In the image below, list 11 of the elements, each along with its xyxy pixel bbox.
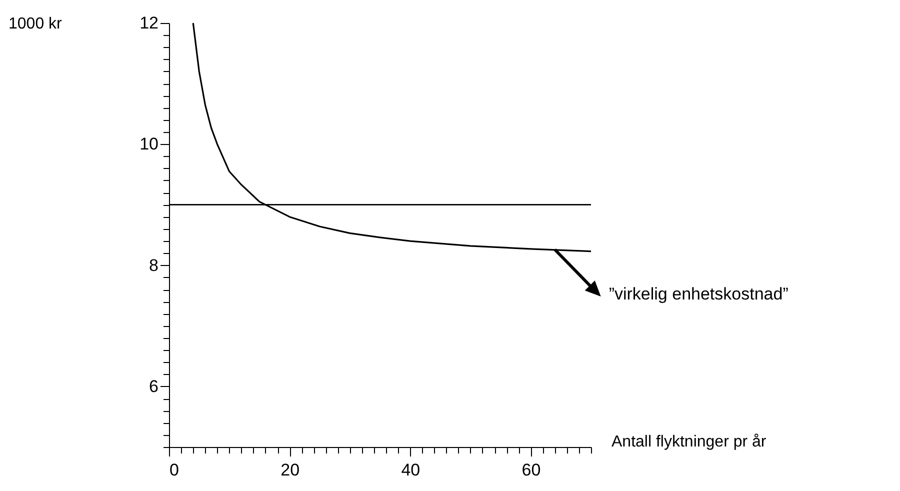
annotation: ”virkelig enhetskostnad”	[608, 284, 789, 304]
x-tick-label: 20	[280, 460, 300, 480]
y-tick-label: 12	[140, 14, 158, 32]
y-axis-title: 1000 kr	[8, 16, 63, 32]
x-tick-label: 0	[170, 460, 179, 480]
x-axis-title: Antall flyktninger pr år	[612, 434, 767, 450]
y-tick-label: 8	[149, 256, 158, 275]
y-tick-label: 10	[140, 134, 158, 154]
x-tick-label: 60	[522, 460, 541, 480]
y-tick-label: 6	[149, 376, 158, 396]
x-tick-label: 40	[401, 460, 420, 480]
